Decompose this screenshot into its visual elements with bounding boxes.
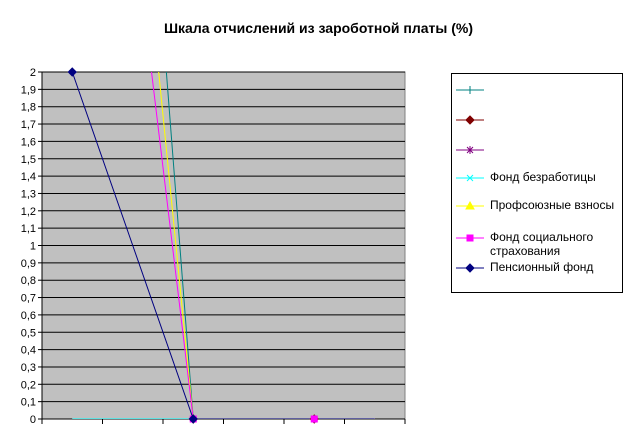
data-point bbox=[188, 414, 198, 424]
y-tick-label: 2 bbox=[30, 67, 36, 79]
legend-marker bbox=[456, 86, 484, 94]
data-point bbox=[310, 415, 318, 423]
y-tick-label: 1,7 bbox=[21, 119, 36, 131]
legend-marker-symbol bbox=[465, 201, 475, 210]
y-tick-label: 0,2 bbox=[21, 379, 36, 391]
chart-title: Шкала отчислений из зароботной платы (%) bbox=[163, 20, 473, 36]
y-tick-label: 0,1 bbox=[21, 397, 36, 409]
y-tick-label: 0,7 bbox=[21, 293, 36, 305]
y-tick-label: 1,2 bbox=[21, 206, 36, 218]
legend-label: Фонд безработицы bbox=[490, 170, 596, 184]
legend-marker-symbol bbox=[465, 115, 475, 125]
legend-label: Фонд социального страхования bbox=[490, 230, 594, 258]
series-markers bbox=[67, 67, 319, 424]
legend-label: Профсоюзные взносы bbox=[490, 198, 615, 212]
series-lines bbox=[71, 72, 375, 419]
y-tick-label: 0 bbox=[30, 414, 36, 426]
legend-marker bbox=[456, 201, 484, 210]
legend-label: Пенсионный фонд bbox=[490, 260, 594, 274]
y-tick-label: 0,9 bbox=[21, 258, 36, 270]
y-tick-label: 1,4 bbox=[21, 171, 36, 183]
legend-marker-symbol bbox=[466, 174, 474, 182]
series-line-7 bbox=[71, 72, 375, 419]
y-tick-label: 0,6 bbox=[21, 310, 36, 322]
y-tick-label: 0,4 bbox=[21, 345, 36, 357]
data-point bbox=[67, 67, 77, 77]
legend-marker bbox=[456, 115, 484, 125]
y-tick-label: 1,6 bbox=[21, 136, 36, 148]
y-tick-label: 1,8 bbox=[21, 102, 36, 114]
y-tick-label: 1,3 bbox=[21, 188, 36, 200]
legend-marker-symbol bbox=[466, 234, 474, 242]
legend-marker bbox=[456, 263, 484, 273]
legend-marker bbox=[456, 234, 484, 242]
legend-marker bbox=[456, 174, 484, 182]
legend-marker bbox=[456, 146, 484, 154]
y-tick-label: 1,9 bbox=[21, 84, 36, 96]
y-tick-label: 1,1 bbox=[21, 223, 36, 235]
y-tick-label: 0,5 bbox=[21, 327, 36, 339]
y-tick-label: 0,8 bbox=[21, 275, 36, 287]
y-tick-label: 0,3 bbox=[21, 362, 36, 374]
y-tick-label: 1,5 bbox=[21, 154, 36, 166]
legend-marker-symbol bbox=[466, 146, 474, 154]
y-tick-label: 1 bbox=[30, 241, 36, 253]
legend: Фонд безработицы Профсоюзные взносы Фонд с… bbox=[451, 73, 623, 293]
legend-marker-symbol bbox=[466, 86, 474, 94]
legend-marker-symbol bbox=[465, 263, 475, 273]
